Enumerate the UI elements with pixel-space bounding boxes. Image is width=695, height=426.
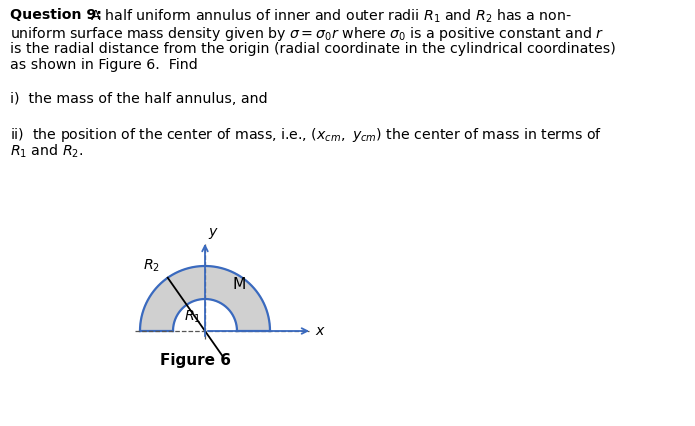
Text: y: y (208, 225, 216, 239)
Text: A half uniform annulus of inner and outer radii $R_1$ and $R_2$ has a non-: A half uniform annulus of inner and oute… (86, 8, 572, 26)
Text: $R_2$: $R_2$ (142, 257, 160, 274)
Polygon shape (140, 266, 270, 331)
Text: $R_1$: $R_1$ (183, 308, 201, 325)
Text: as shown in Figure 6.  Find: as shown in Figure 6. Find (10, 58, 198, 72)
Text: M: M (232, 277, 245, 292)
Text: is the radial distance from the origin (radial coordinate in the cylindrical coo: is the radial distance from the origin (… (10, 42, 616, 56)
Text: ii)  the position of the center of mass, i.e., $(x_{cm},\ y_{cm})$ the center of: ii) the position of the center of mass, … (10, 126, 603, 144)
Text: Figure 6: Figure 6 (159, 353, 231, 368)
Text: uniform surface mass density given by $\sigma = \sigma_0 r$ where $\sigma_0$ is : uniform surface mass density given by $\… (10, 25, 604, 43)
Text: i)  the mass of the half annulus, and: i) the mass of the half annulus, and (10, 92, 268, 106)
Text: $R_1$ and $R_2$.: $R_1$ and $R_2$. (10, 142, 83, 160)
Text: Question 9:: Question 9: (10, 8, 102, 22)
Text: x: x (315, 324, 323, 338)
